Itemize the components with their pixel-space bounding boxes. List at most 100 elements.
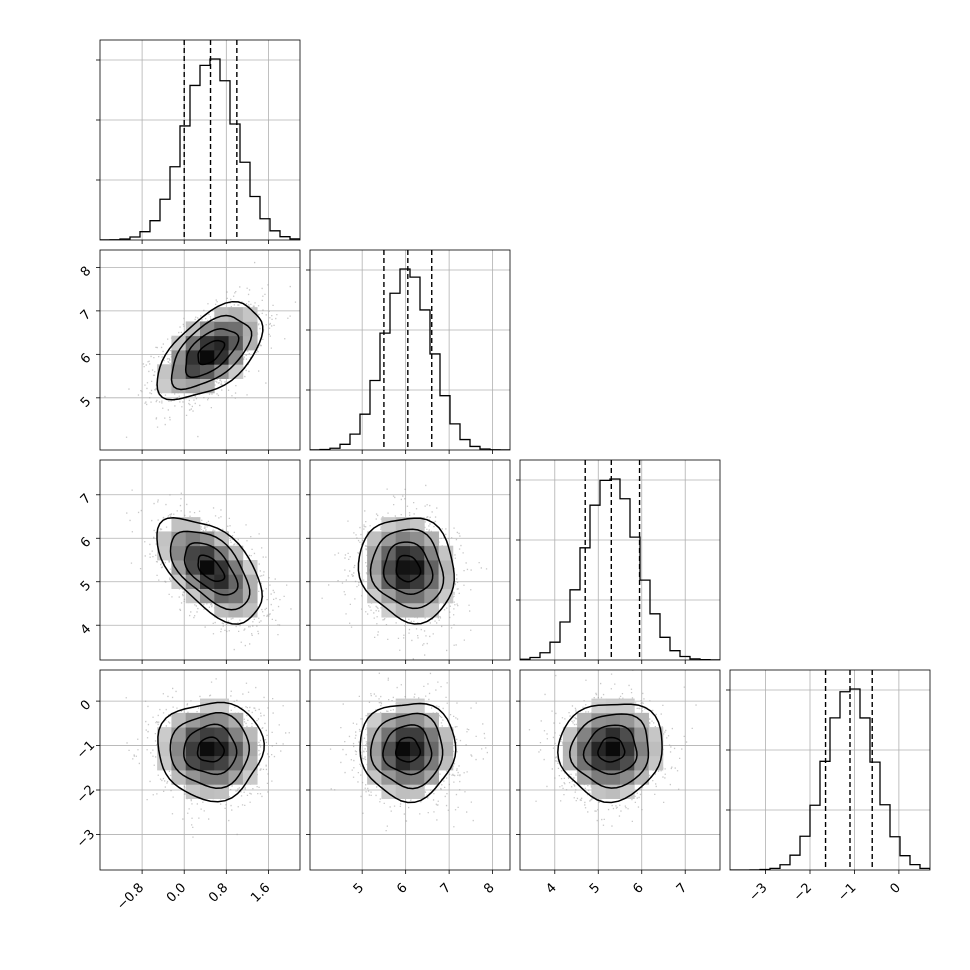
density-cell [577, 727, 592, 742]
contour-3-2-0 [597, 736, 626, 763]
histogram-2 [520, 478, 720, 660]
x-tick-label: 0 [887, 880, 903, 896]
density-cell [424, 602, 439, 618]
panel-frame [99, 39, 301, 241]
contour-3-1-3 [359, 702, 457, 804]
density-cell [605, 741, 621, 757]
density-cell [367, 755, 382, 771]
density-cell [185, 588, 201, 604]
panel-2-2 [516, 459, 721, 664]
y-tick-label: 5 [78, 578, 94, 594]
density-cell [410, 602, 425, 618]
density-cell [200, 741, 215, 757]
contour-1-0-2 [170, 314, 253, 391]
density-cell [228, 335, 244, 351]
histogram-3 [730, 688, 930, 870]
density-cell [620, 698, 635, 714]
density-cell [200, 755, 215, 771]
contour-3-0-3 [157, 701, 265, 803]
panel-2-1 [306, 459, 511, 664]
x-tick-label: −3 [746, 880, 770, 904]
density-cell [591, 727, 607, 742]
panel-content-2-0 [100, 460, 300, 660]
contour-3-2-3 [557, 703, 663, 804]
density-cell [410, 755, 425, 771]
density-cell [648, 755, 664, 771]
panel-1-1 [306, 249, 511, 454]
x-tick-label: 8 [481, 880, 497, 896]
density-cell [228, 727, 244, 742]
x-tick-label: 5 [587, 880, 603, 896]
density-cell [395, 560, 411, 575]
density-cell [424, 755, 439, 771]
y-tick-label: 6 [78, 535, 94, 551]
density-cell [367, 770, 382, 785]
density-cell [381, 588, 397, 604]
panel-frame [729, 669, 931, 871]
panel-content-3-2 [520, 670, 720, 870]
panel-frame [519, 669, 721, 871]
contour-3-0-1 [183, 723, 238, 776]
contour-1-0-1 [184, 328, 240, 379]
density-cell [620, 712, 635, 728]
density-cell [577, 770, 592, 785]
density-cell [367, 531, 382, 547]
density-cell [185, 560, 201, 575]
contour-2-0-2 [169, 530, 251, 611]
density-cell [214, 588, 229, 604]
panel-1-0: 5 6 7 8 [78, 249, 301, 454]
density-cell [577, 712, 592, 728]
y-tick-label: 0 [78, 697, 94, 713]
x-tick-label: −1 [835, 880, 859, 904]
x-tick-label: 5 [351, 880, 367, 896]
density-cell [185, 350, 201, 365]
density-cell [410, 517, 425, 532]
density-cell [242, 741, 258, 757]
density-cell [200, 560, 215, 575]
density-cell [228, 588, 244, 604]
density-cell [605, 784, 621, 799]
y-tick-label: 6 [78, 351, 94, 367]
panel-2-0: 4 5 6 7 [78, 459, 301, 664]
density-cell [185, 321, 201, 337]
density-cell [200, 727, 215, 742]
x-tick-label: 1.6 [248, 880, 273, 905]
density-cell [395, 727, 411, 742]
density-cell [171, 517, 187, 532]
panel-content-3-0 [100, 670, 300, 870]
density-cell [620, 741, 635, 757]
density-cell [242, 307, 258, 322]
y-tick-label: 5 [78, 394, 94, 410]
panel-3-0: −0.8 0.0 0.8 1.6 −3 −2 −1 0 [74, 669, 301, 913]
density-cell [605, 712, 621, 728]
x-tick-label: 6 [630, 880, 646, 896]
x-tick-label: 7 [674, 880, 690, 896]
density-cell [228, 602, 244, 618]
density-cell [410, 770, 425, 785]
density-cell [605, 698, 621, 714]
x-tick-label: −2 [791, 880, 815, 904]
density-cell [438, 588, 454, 604]
density-cell [171, 560, 187, 575]
density-cell [367, 712, 382, 728]
density-cell [634, 770, 649, 785]
density-cell [228, 574, 244, 589]
contour-1-0-0 [197, 339, 226, 366]
contour-2-1-2 [369, 528, 445, 610]
contour-2-1-3 [357, 517, 455, 625]
density-cell [410, 784, 425, 799]
density-cell [214, 602, 229, 618]
density-cell [185, 741, 201, 757]
density-cell [200, 350, 215, 365]
density-cell [214, 574, 229, 589]
density-cell [185, 574, 201, 589]
density-cell [228, 545, 244, 561]
density-cell [424, 588, 439, 604]
density-cell [214, 531, 229, 547]
panel-frame [309, 249, 511, 451]
contour-3-0-2 [169, 711, 251, 789]
panel-frame [519, 459, 721, 661]
x-tick-label: 0.8 [206, 880, 231, 905]
contour-1-0-3 [156, 300, 264, 401]
contour-2-0-0 [197, 554, 226, 583]
